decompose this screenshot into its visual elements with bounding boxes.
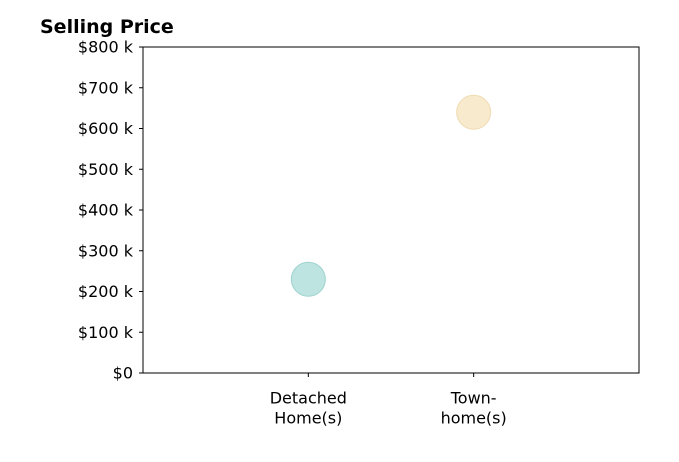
- x-tick-label: Home(s): [274, 409, 342, 428]
- chart-title: Selling Price: [40, 16, 174, 38]
- y-tick-label: $200 k: [78, 282, 134, 301]
- y-tick-label: $300 k: [78, 241, 134, 260]
- x-tick-label: Detached: [270, 389, 347, 408]
- data-point: [456, 94, 492, 130]
- x-tick-label: home(s): [441, 409, 507, 428]
- data-point: [290, 261, 326, 297]
- y-tick-label: $800 k: [78, 38, 134, 57]
- plot-area-frame: [142, 46, 640, 374]
- data-points: [290, 94, 492, 297]
- y-tick-label: $0: [113, 364, 133, 383]
- y-tick-label: $500 k: [78, 160, 134, 179]
- y-tick-label: $700 k: [78, 78, 134, 97]
- y-tick-label: $600 k: [78, 119, 134, 138]
- y-tick-label: $100 k: [78, 323, 134, 342]
- x-tick-label: Town-: [450, 389, 497, 408]
- y-axis: $0 $100 k $200 k $300 k $400 k $500 k $600 k $7…: [78, 38, 143, 383]
- y-tick-label: $400 k: [78, 201, 134, 220]
